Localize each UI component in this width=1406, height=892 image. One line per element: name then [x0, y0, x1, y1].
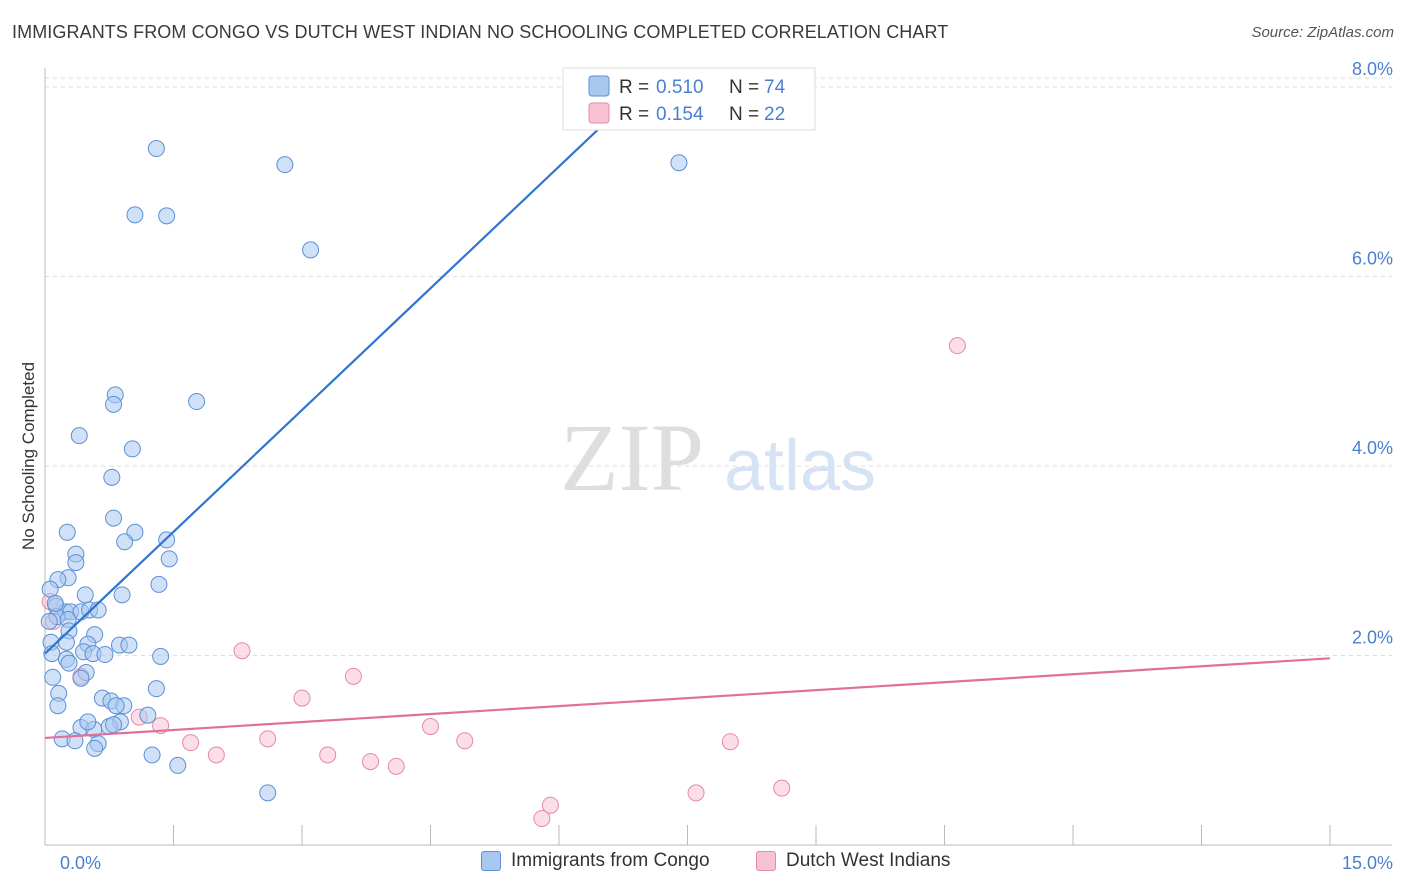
- legend-swatch-congo: [481, 851, 501, 871]
- data-point-blue-58: [107, 697, 125, 715]
- data-point-pink-0: [948, 337, 966, 355]
- data-point-blue-19: [67, 554, 85, 572]
- data-point-pink-4: [344, 667, 362, 685]
- legend-item-congo: Immigrants from Congo: [481, 850, 710, 872]
- data-point-blue-69: [169, 756, 187, 774]
- data-point-blue-16: [116, 533, 134, 551]
- series-legend: Immigrants from Congo Dutch West Indians: [0, 850, 1406, 880]
- data-point-blue-4: [158, 207, 176, 225]
- legend-n-label-blue: N =: [729, 77, 759, 98]
- watermark-atlas: atlas: [724, 426, 876, 506]
- data-point-pink-20: [541, 796, 559, 814]
- data-point-pink-15: [319, 746, 337, 764]
- data-point-blue-73: [79, 713, 97, 731]
- data-point-pink-17: [387, 757, 405, 775]
- trend-lines: [44, 80, 1331, 740]
- data-point-blue-1: [276, 156, 294, 174]
- legend-r-value-blue: 0.510: [656, 77, 704, 98]
- data-point-blue-48: [152, 647, 170, 665]
- legend-swatch-dutch-west-indians: [756, 851, 776, 871]
- data-point-blue-2: [670, 154, 688, 172]
- legend-swatch-pink: [588, 102, 610, 124]
- x-tick-label-min: 0.0%: [60, 853, 101, 873]
- trend-line-dutch-west-indians: [44, 657, 1331, 740]
- data-point-blue-8: [188, 393, 206, 411]
- trend-line-congo: [44, 80, 650, 655]
- legend-n-value-pink: 22: [764, 104, 785, 125]
- y-tick-label-8: 8.0%: [1352, 59, 1393, 79]
- data-point-blue-22: [150, 575, 168, 593]
- data-point-blue-59: [139, 706, 157, 724]
- data-point-blue-25: [113, 586, 131, 604]
- axes: [44, 68, 1392, 846]
- data-point-blue-45: [96, 646, 114, 664]
- data-point-blue-70: [259, 784, 277, 802]
- y-tick-label-6: 6.0%: [1352, 248, 1393, 268]
- legend-r-label-pink: R =: [619, 104, 649, 125]
- data-point-blue-72: [46, 594, 64, 612]
- data-point-blue-18: [160, 550, 178, 568]
- data-point-blue-12: [105, 509, 123, 527]
- data-point-pink-12: [721, 733, 739, 751]
- data-point-pink-3: [233, 642, 251, 660]
- legend-item-dutch-west-indians: Dutch West Indians: [756, 850, 950, 872]
- data-point-blue-64: [105, 716, 123, 734]
- data-point-pink-11: [456, 732, 474, 750]
- legend-label-congo: Immigrants from Congo: [511, 850, 710, 871]
- source-label: Source: ZipAtlas.com: [1251, 24, 1394, 41]
- data-point-blue-57: [49, 697, 67, 715]
- data-point-blue-67: [86, 739, 104, 757]
- data-point-pink-14: [207, 746, 225, 764]
- data-point-pink-13: [182, 734, 200, 752]
- data-point-blue-41: [120, 636, 138, 654]
- data-point-blue-33: [40, 612, 58, 630]
- data-point-blue-13: [58, 523, 76, 541]
- watermark: ZIP atlas: [560, 404, 876, 511]
- data-point-blue-0: [147, 140, 165, 158]
- watermark-zip: ZIP: [560, 404, 704, 511]
- legend-swatch-blue: [588, 75, 610, 97]
- legend-r-label-blue: R =: [619, 77, 649, 98]
- data-point-blue-9: [70, 427, 88, 445]
- legend-box: R = 0.510 N = 74 R = 0.154 N = 22: [562, 67, 816, 131]
- legend-r-value-pink: 0.154: [656, 104, 704, 125]
- legend-n-label-pink: N =: [729, 104, 759, 125]
- legend-n-value-blue: 74: [764, 77, 786, 98]
- data-point-blue-38: [57, 633, 75, 651]
- data-point-pink-6: [293, 689, 311, 707]
- y-axis-label: No Schooling Completed: [19, 362, 38, 550]
- data-point-blue-11: [103, 468, 121, 486]
- series-dutch-west-indians: [41, 337, 966, 827]
- data-point-pink-9: [422, 718, 439, 736]
- x-axis-ticks: [173, 825, 1331, 845]
- data-point-blue-10: [123, 440, 141, 458]
- legend-label-dutch-west-indians: Dutch West Indians: [786, 850, 951, 871]
- data-point-blue-3: [126, 206, 144, 224]
- y-tick-label-4: 4.0%: [1352, 438, 1393, 458]
- data-point-blue-53: [147, 680, 165, 698]
- chart-title: IMMIGRANTS FROM CONGO VS DUTCH WEST INDI…: [12, 22, 949, 42]
- data-point-blue-50: [44, 668, 62, 686]
- data-point-pink-19: [687, 784, 705, 802]
- data-point-blue-5: [302, 241, 320, 259]
- data-point-blue-47: [60, 654, 78, 672]
- data-point-pink-21: [533, 809, 551, 827]
- data-point-blue-68: [143, 746, 161, 764]
- data-point-pink-18: [773, 779, 791, 797]
- data-point-blue-24: [76, 586, 94, 604]
- y-axis-tick-labels: 2.0% 4.0% 6.0% 8.0%: [1352, 59, 1393, 648]
- x-tick-label-max: 15.0%: [1342, 853, 1393, 873]
- data-point-pink-16: [362, 753, 380, 771]
- grid-lines: [45, 77, 1392, 656]
- data-point-blue-7: [105, 395, 123, 413]
- data-point-pink-10: [259, 730, 277, 748]
- data-point-blue-23: [41, 580, 59, 598]
- data-point-blue-51: [72, 669, 90, 687]
- y-tick-label-2: 2.0%: [1352, 627, 1393, 647]
- series-immigrants-from-congo: [40, 140, 688, 802]
